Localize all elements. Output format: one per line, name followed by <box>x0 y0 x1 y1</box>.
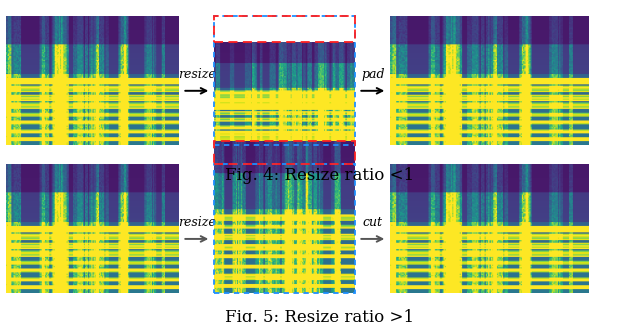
Text: resize: resize <box>178 216 216 229</box>
Text: Fig. 4: Resize ratio <1: Fig. 4: Resize ratio <1 <box>225 167 415 185</box>
Text: cut: cut <box>363 216 383 229</box>
Text: resize: resize <box>178 68 216 81</box>
Text: Fig. 5: Resize ratio >1: Fig. 5: Resize ratio >1 <box>225 309 415 322</box>
Text: pad: pad <box>361 68 385 81</box>
